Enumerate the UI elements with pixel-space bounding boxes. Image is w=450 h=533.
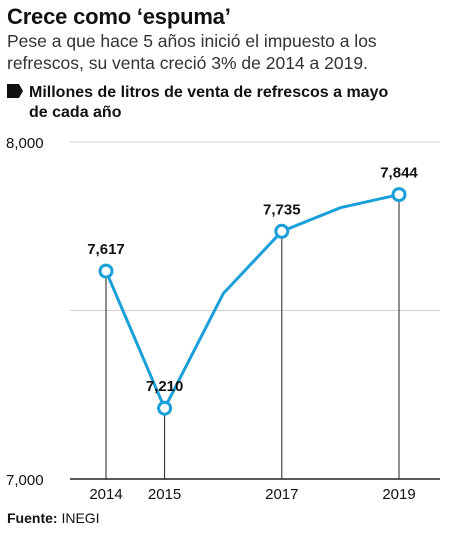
data-point-marker bbox=[391, 187, 407, 203]
data-label: 7,844 bbox=[380, 165, 418, 182]
data-label: 7,735 bbox=[263, 201, 301, 218]
x-tick-label: 2019 bbox=[382, 486, 415, 503]
source-label: Fuente: bbox=[7, 510, 58, 526]
series-line bbox=[104, 193, 401, 410]
data-point-marker bbox=[274, 223, 290, 239]
data-label: 7,617 bbox=[87, 241, 125, 258]
source-note: Fuente: INEGI bbox=[7, 510, 100, 526]
data-label: 7,210 bbox=[146, 378, 184, 395]
chart-heading: Millones de litros de venta de refrescos… bbox=[7, 83, 447, 123]
x-tick-label: 2017 bbox=[265, 486, 298, 503]
x-tick-label: 2015 bbox=[148, 486, 181, 503]
arrow-marker-icon bbox=[7, 84, 23, 98]
y-tick-label: 7,000 bbox=[6, 472, 44, 489]
chart-subtitle: Pese a que hace 5 años inició el impuest… bbox=[7, 31, 377, 73]
chart-heading-line1: Millones de litros de venta de refrescos… bbox=[29, 84, 389, 101]
data-point-marker bbox=[98, 263, 114, 279]
y-tick-label: 8,000 bbox=[6, 135, 44, 152]
data-point-marker bbox=[157, 400, 173, 416]
chart-title: Crece como ‘espuma’ bbox=[7, 4, 231, 29]
chart-heading-line2: de cada año bbox=[29, 104, 122, 121]
x-tick-label: 2014 bbox=[89, 486, 122, 503]
source-value: INEGI bbox=[61, 510, 100, 526]
